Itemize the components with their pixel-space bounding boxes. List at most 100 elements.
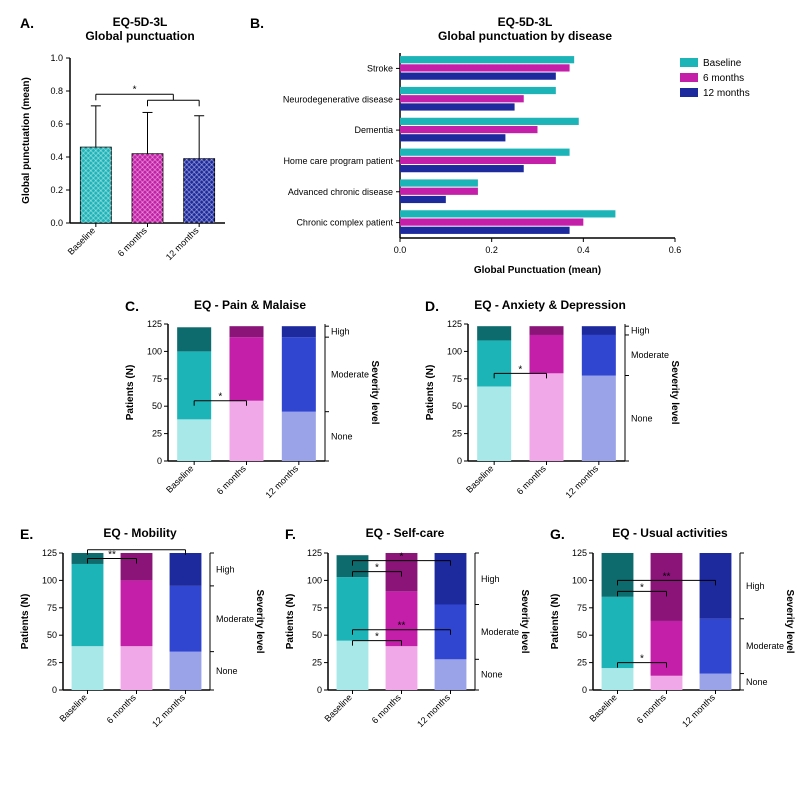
svg-text:Baseline: Baseline	[322, 692, 353, 723]
svg-text:25: 25	[452, 429, 462, 439]
svg-text:125: 125	[147, 319, 162, 329]
svg-text:*: *	[375, 631, 379, 642]
panel-g-chart: 0255075100125Patients (N)Baseline6 month…	[545, 545, 795, 735]
svg-text:*: *	[640, 582, 644, 593]
svg-text:125: 125	[447, 319, 462, 329]
svg-text:Baseline: Baseline	[57, 692, 88, 723]
svg-text:*: *	[133, 84, 137, 95]
svg-text:Patients (N): Patients (N)	[425, 365, 436, 421]
svg-text:12 months: 12 months	[703, 88, 750, 99]
svg-text:*: *	[400, 551, 404, 562]
svg-text:75: 75	[47, 602, 57, 612]
svg-text:Baseline: Baseline	[587, 692, 618, 723]
panel-c-title: EQ - Pain & Malaise	[120, 298, 380, 312]
svg-text:Severity level: Severity level	[369, 361, 380, 425]
panel-d-chart: 0 25 50 75 100 125 Patients (N) Baseline 6 month…	[420, 316, 680, 506]
svg-text:**: **	[398, 620, 406, 631]
svg-text:6 months: 6 months	[515, 463, 549, 497]
svg-text:Advanced chronic disease: Advanced chronic disease	[288, 187, 393, 197]
panel-a-label: A.	[20, 15, 34, 31]
svg-text:75: 75	[452, 374, 462, 384]
svg-text:None: None	[481, 669, 503, 679]
svg-text:None: None	[631, 413, 653, 423]
svg-text:*: *	[640, 653, 644, 664]
svg-text:**: **	[663, 571, 671, 582]
svg-text:Stroke: Stroke	[367, 63, 393, 73]
svg-text:75: 75	[312, 602, 322, 612]
panel-c-chart: 0255075100125Patients (N)Baseline6 month…	[120, 316, 380, 506]
svg-text:Chronic complex patient: Chronic complex patient	[296, 217, 393, 227]
svg-text:Baseline: Baseline	[164, 464, 195, 495]
panel-d-label: D.	[425, 298, 439, 314]
svg-text:Baseline: Baseline	[464, 464, 495, 495]
svg-text:Dementia: Dementia	[354, 125, 393, 135]
svg-text:Home care program patient: Home care program patient	[283, 156, 393, 166]
svg-text:25: 25	[47, 657, 57, 667]
svg-text:0.4: 0.4	[50, 152, 63, 162]
svg-text:Global Punctuation (mean): Global Punctuation (mean)	[474, 265, 601, 276]
svg-text:Severity level: Severity level	[519, 589, 530, 653]
svg-text:100: 100	[447, 347, 462, 357]
panel-a-title: EQ-5D-3L	[113, 15, 168, 29]
svg-text:Patients (N): Patients (N)	[20, 593, 31, 649]
svg-text:0: 0	[317, 685, 322, 695]
svg-text:25: 25	[152, 429, 162, 439]
svg-text:12 months: 12 months	[680, 692, 717, 729]
panel-b-subtitle: Global punctuation by disease	[438, 29, 612, 43]
svg-text:50: 50	[452, 401, 462, 411]
svg-text:High: High	[481, 573, 500, 583]
svg-text:0: 0	[52, 685, 57, 695]
svg-text:50: 50	[577, 630, 587, 640]
panel-e-title: EQ - Mobility	[15, 526, 265, 540]
svg-text:**: **	[108, 549, 116, 560]
panel-e-label: E.	[20, 526, 33, 542]
panel-f-title: EQ - Self-care	[280, 526, 530, 540]
svg-text:*: *	[518, 364, 522, 375]
svg-text:6 months: 6 months	[215, 463, 249, 497]
svg-text:*: *	[375, 562, 379, 573]
svg-text:Baseline: Baseline	[66, 225, 97, 256]
svg-text:6 months: 6 months	[105, 692, 139, 726]
svg-text:High: High	[631, 326, 650, 336]
svg-text:Severity level: Severity level	[669, 361, 680, 425]
svg-text:0.6: 0.6	[50, 119, 63, 129]
svg-text:High: High	[331, 327, 350, 337]
svg-text:Severity level: Severity level	[784, 589, 795, 653]
svg-text:25: 25	[577, 657, 587, 667]
svg-text:12 months: 12 months	[263, 463, 300, 500]
svg-text:Moderate: Moderate	[631, 350, 669, 360]
svg-text:50: 50	[47, 630, 57, 640]
svg-text:Moderate: Moderate	[216, 613, 254, 623]
svg-text:0.2: 0.2	[485, 245, 498, 255]
svg-text:0: 0	[457, 456, 462, 466]
svg-text:125: 125	[572, 548, 587, 558]
svg-text:6 months: 6 months	[703, 73, 744, 84]
svg-text:0.6: 0.6	[669, 245, 682, 255]
panel-b-chart: 0.0 0.2 0.4 0.6 Global Punctuation (mean) Str…	[245, 48, 775, 278]
svg-text:Moderate: Moderate	[331, 370, 369, 380]
svg-text:50: 50	[312, 630, 322, 640]
svg-text:Patients (N): Patients (N)	[285, 593, 296, 649]
svg-text:75: 75	[152, 374, 162, 384]
svg-text:0.4: 0.4	[577, 245, 590, 255]
svg-text:0.0: 0.0	[394, 245, 407, 255]
panel-a-subtitle: Global punctuation	[85, 29, 194, 43]
svg-text:Global punctuation (mean): Global punctuation (mean)	[21, 77, 32, 204]
svg-text:6 months: 6 months	[370, 692, 404, 726]
svg-text:1.0: 1.0	[50, 53, 63, 63]
panel-g-label: G.	[550, 526, 565, 542]
svg-text:125: 125	[307, 548, 322, 558]
svg-text:Patients (N): Patients (N)	[550, 593, 561, 649]
svg-text:12 months: 12 months	[164, 225, 201, 262]
svg-text:0.2: 0.2	[50, 185, 63, 195]
svg-text:6 months: 6 months	[116, 225, 150, 259]
panel-g-title: EQ - Usual activities	[545, 526, 795, 540]
svg-text:100: 100	[572, 575, 587, 585]
svg-text:12 months: 12 months	[150, 692, 187, 729]
svg-text:High: High	[216, 564, 235, 574]
panel-b-label: B.	[250, 15, 264, 31]
svg-text:Severity level: Severity level	[254, 589, 265, 653]
svg-text:100: 100	[147, 347, 162, 357]
panel-f-label: F.	[285, 526, 296, 542]
svg-text:0: 0	[157, 456, 162, 466]
